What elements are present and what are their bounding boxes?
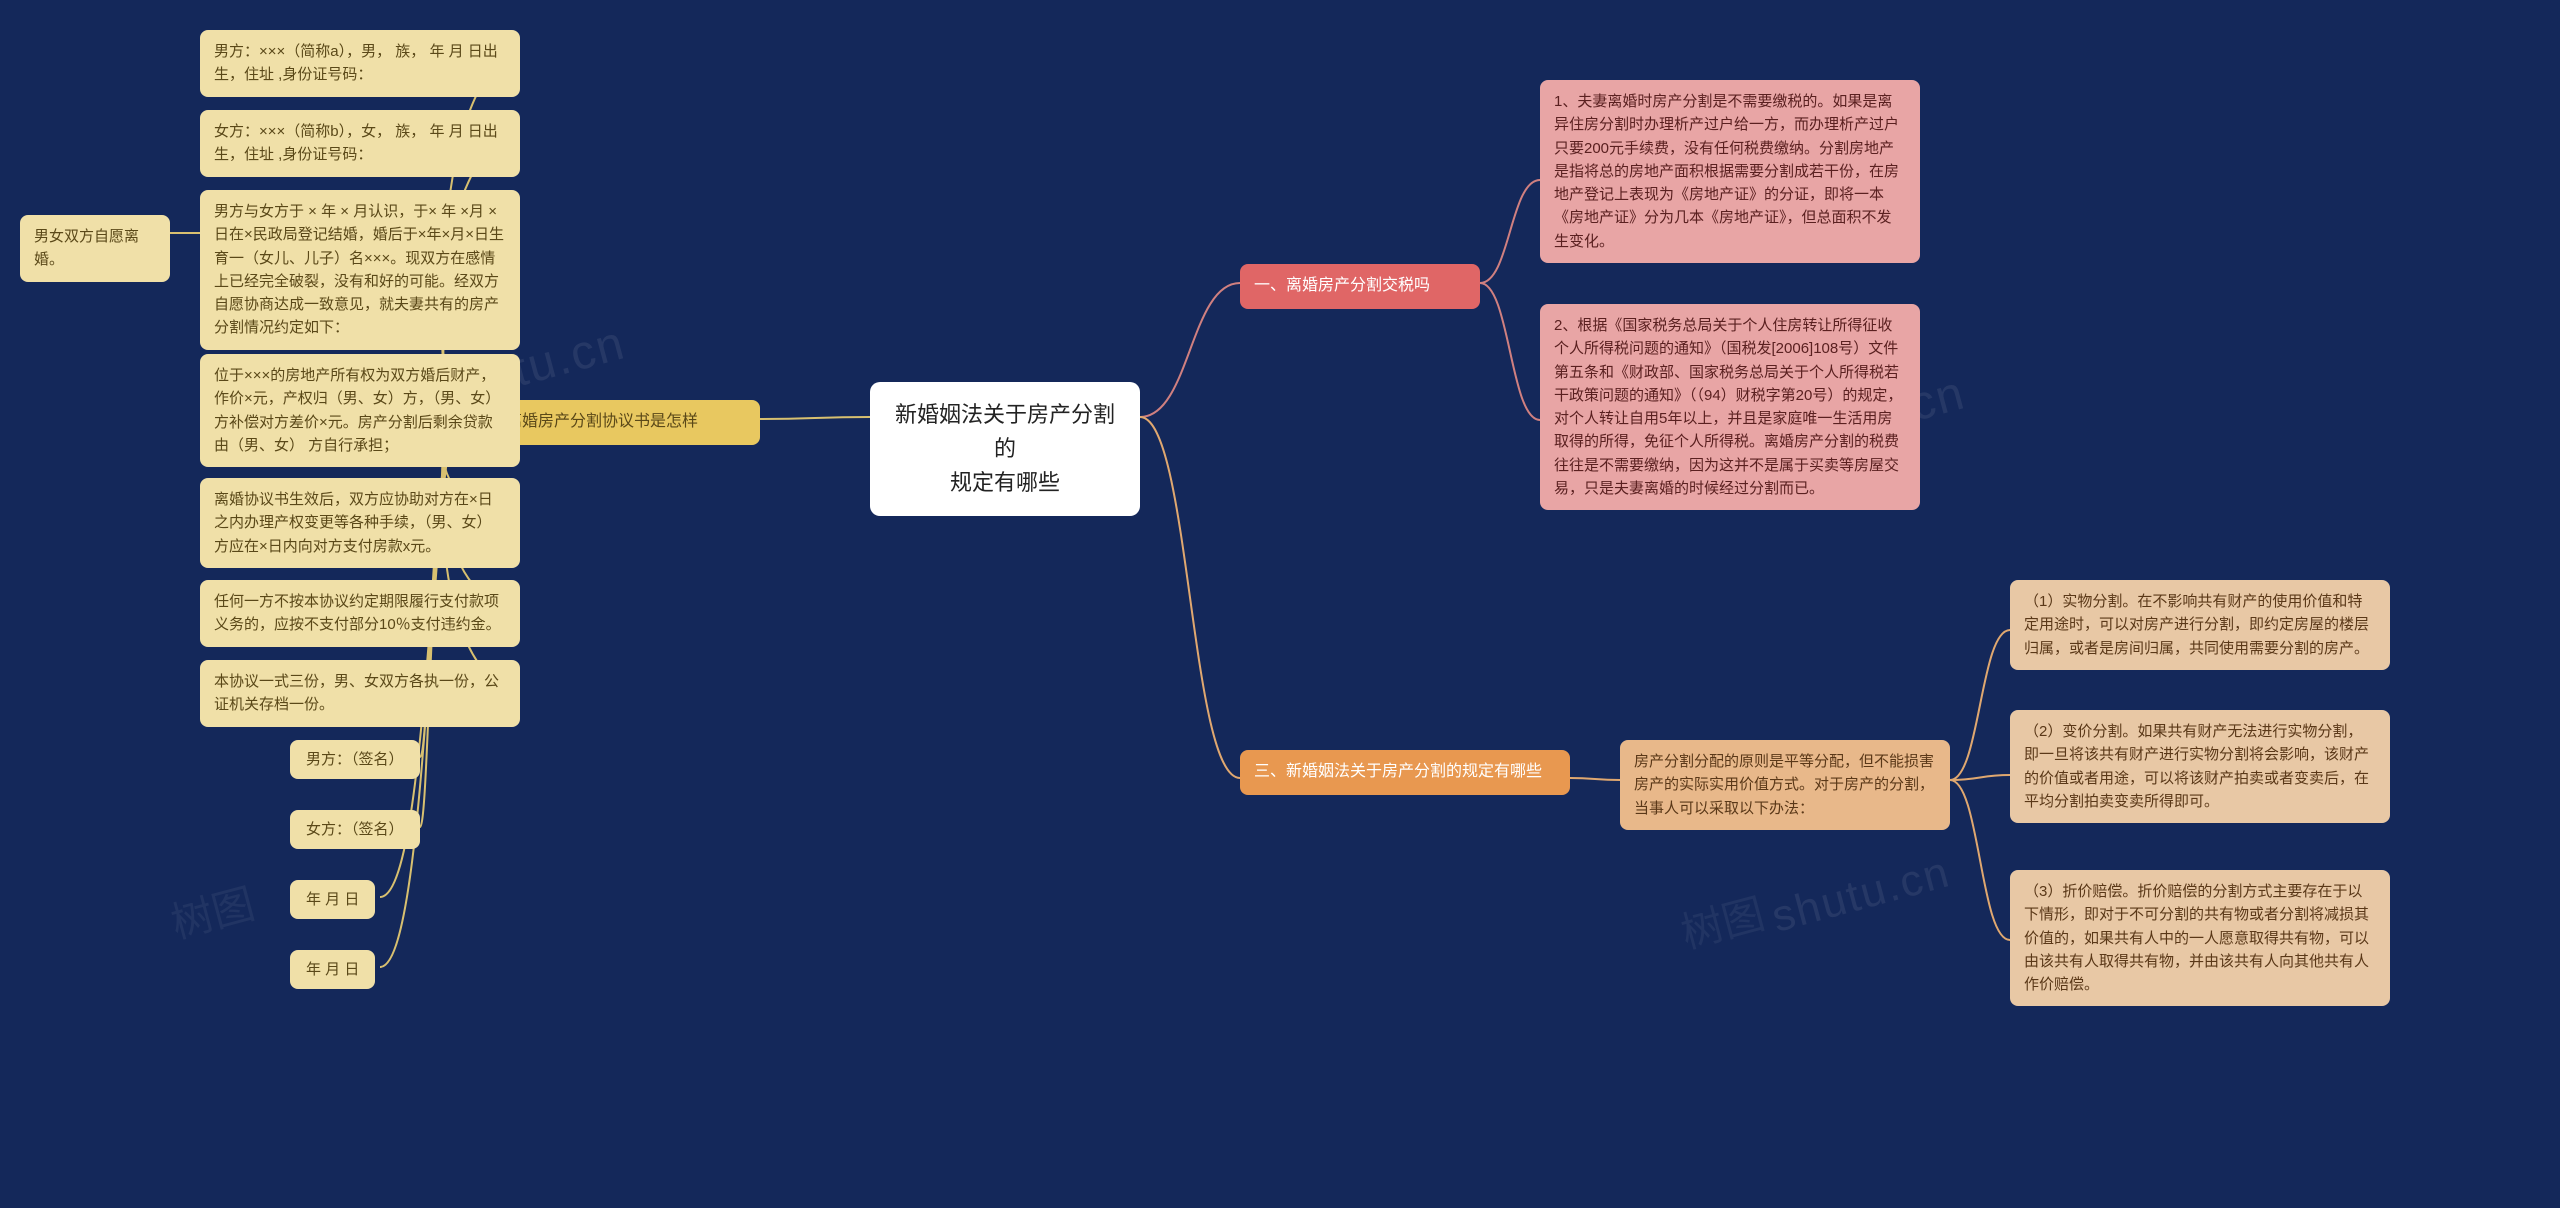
section3-mid: 房产分割分配的原则是平等分配，但不能损害房产的实际实用价值方式。对于房产的分割，… [1620, 740, 1950, 830]
section2-leaf7: 本协议一式三份，男、女双方各执一份，公证机关存档一份。 [200, 660, 520, 727]
section2-leaf5: 离婚协议书生效后，双方应协助对方在×日之内办理产权变更等各种手续，（男、女）方应… [200, 478, 520, 568]
section2-leaf2: 女方：×××（简称b），女， 族， 年 月 日出生，住址 ,身份证号码： [200, 110, 520, 177]
center-title-line1: 新婚姻法关于房产分割的 [890, 398, 1120, 466]
section2-leaf6: 任何一方不按本协议约定期限履行支付款项义务的，应按不支付部分10％支付违约金。 [200, 580, 520, 647]
section1-title: 一、离婚房产分割交税吗 [1240, 264, 1480, 309]
section2-leaf1: 男方：×××（简称a），男， 族， 年 月 日出生，住址 ,身份证号码： [200, 30, 520, 97]
section3-leaf2: （2）变价分割。如果共有财产无法进行实物分割，即一旦将该共有财产进行实物分割将会… [2010, 710, 2390, 823]
watermark: shutu.cn [1767, 847, 1956, 942]
section3-title: 三、新婚姻法关于房产分割的规定有哪些 [1240, 750, 1570, 795]
section2-leaf3: 男方与女方于 × 年 × 月认识，于× 年 ×月 ×日在×民政局登记结婚，婚后于… [200, 190, 520, 350]
watermark-cn: 树图 [1674, 880, 1771, 961]
section2-leaf4: 位于×××的房地产所有权为双方婚后财产，作价×元，产权归（男、女）方，（男、女）… [200, 354, 520, 467]
section2-sig2: 女方：（签名） [290, 810, 420, 849]
section3-leaf3: （3）折价赔偿。折价赔偿的分割方式主要存在于以下情形，即对于不可分割的共有物或者… [2010, 870, 2390, 1006]
section2-sig1: 男方：（签名） [290, 740, 420, 779]
center-node: 新婚姻法关于房产分割的 规定有哪些 [870, 382, 1140, 516]
section1-leaf2: 2、根据《国家税务总局关于个人住房转让所得征收个人所得税问题的通知》（国税发[2… [1540, 304, 1920, 510]
section2-date1: 年 月 日 [290, 880, 375, 919]
watermark-cn: 树图 [164, 870, 261, 951]
center-title-line2: 规定有哪些 [890, 466, 1120, 500]
section2-date2: 年 月 日 [290, 950, 375, 989]
section3-leaf1: （1）实物分割。在不影响共有财产的使用价值和特定用途时，可以对房产进行分割，即约… [2010, 580, 2390, 670]
section1-leaf1: 1、夫妻离婚时房产分割是不需要缴税的。如果是离异住房分割时办理析产过户给一方，而… [1540, 80, 1920, 263]
section2-sidenote: 男女双方自愿离婚。 [20, 215, 170, 282]
